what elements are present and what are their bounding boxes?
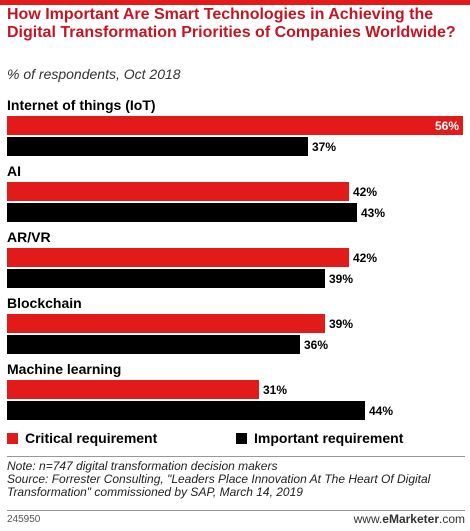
bar-important (7, 137, 308, 156)
category-label: Blockchain (7, 295, 82, 311)
bar-important (7, 401, 365, 420)
note-text: Note: n=747 digital transformation decis… (7, 459, 278, 473)
chart-legend: Critical requirement Important requireme… (7, 430, 465, 450)
bar-chart-svg: Internet of things (IoT) 56% 37% AI 42% 43% AR… (7, 97, 463, 420)
divider (7, 456, 465, 457)
legend-swatch-critical (7, 432, 18, 444)
data-label: 44% (369, 404, 393, 418)
data-label: 42% (353, 185, 377, 199)
data-label: 56% (435, 119, 459, 133)
legend-swatch-important (236, 432, 247, 444)
divider (7, 510, 465, 511)
bar-critical (7, 248, 349, 267)
category-label: Internet of things (IoT) (7, 97, 156, 113)
legend-label-critical: Critical requirement (25, 430, 158, 446)
data-label: 42% (353, 251, 377, 265)
legend-label-important: Important requirement (254, 430, 404, 446)
data-label: 37% (312, 140, 336, 154)
category-label: AR/VR (7, 229, 51, 245)
bar-important (7, 269, 325, 288)
data-label: 39% (329, 272, 353, 286)
emarketer-logo: www.eMarketer.com (354, 512, 465, 526)
notes-block: Note: n=747 digital transformation decis… (7, 460, 465, 499)
logo-prefix: www. (353, 512, 383, 526)
bar-important (7, 335, 300, 354)
bar-critical (7, 314, 325, 333)
bar-critical (7, 116, 463, 135)
data-label: 31% (263, 383, 287, 397)
source-text: Source: Forrester Consulting, "Leaders P… (7, 472, 431, 499)
chart-subtitle: % of respondents, Oct 2018 (7, 66, 181, 82)
chart-id: 245950 (7, 514, 41, 525)
bar-critical (7, 380, 259, 399)
bar-critical (7, 182, 349, 201)
bar-important (7, 203, 357, 222)
top-accent-bar (0, 0, 470, 5)
category-label: AI (7, 163, 21, 179)
bar-chart: Internet of things (IoT) 56% 37% AI 42% 43% AR… (0, 96, 470, 426)
data-label: 36% (304, 338, 328, 352)
data-label: 43% (361, 206, 385, 220)
data-label: 39% (329, 317, 353, 331)
legend-item-important: Important requirement (236, 430, 403, 446)
footer: 245950 www.eMarketer.com (7, 512, 465, 528)
legend-item-critical: Critical requirement (7, 430, 157, 446)
logo-name: eMarketer (382, 512, 439, 526)
logo-suffix: .com (438, 512, 465, 526)
chart-title: How Important Are Smart Technologies in … (7, 6, 456, 41)
category-label: Machine learning (7, 361, 121, 377)
